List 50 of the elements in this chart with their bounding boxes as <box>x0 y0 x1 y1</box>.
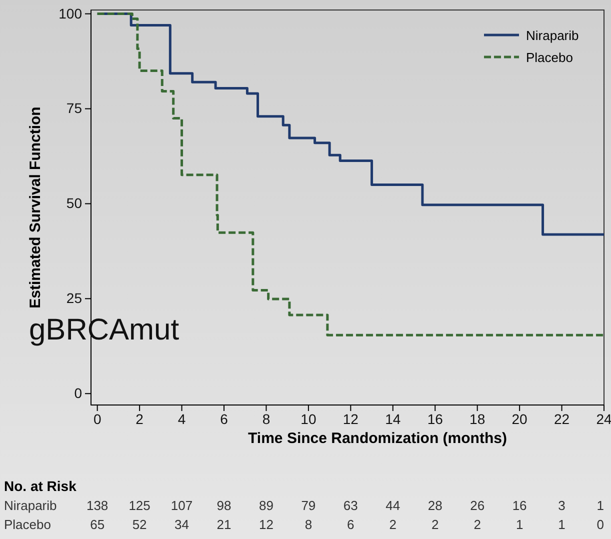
text: 28 <box>428 498 442 513</box>
text: 8 <box>304 517 312 532</box>
text: 6 <box>347 517 354 532</box>
y-tick-label: 50 <box>66 195 82 212</box>
legend-label: Placebo <box>526 50 573 65</box>
text: 0 <box>596 517 604 532</box>
x-tick-label: 4 <box>178 410 186 427</box>
text: 79 <box>301 498 316 513</box>
text: 44 <box>386 498 400 513</box>
text: 1 <box>596 498 604 513</box>
x-tick-label: 0 <box>93 410 102 427</box>
y-tick-label: 100 <box>58 5 82 22</box>
y-tick-label: 0 <box>74 385 82 402</box>
text: 26 <box>470 498 485 513</box>
text: No. at Risk <box>4 478 77 494</box>
x-tick-label: 20 <box>512 410 528 427</box>
x-tick-label: 12 <box>342 410 359 427</box>
x-tick-label: 16 <box>427 410 444 427</box>
text: 107 <box>170 498 193 513</box>
text: 21 <box>216 517 232 532</box>
x-tick-label: 6 <box>220 410 228 427</box>
text: 89 <box>258 498 274 513</box>
y-tick-label: 75 <box>66 100 82 116</box>
text: 16 <box>512 498 527 513</box>
text: 1 <box>516 517 524 532</box>
text: Placebo <box>4 517 51 532</box>
text: 98 <box>216 498 232 513</box>
text: 65 <box>90 517 105 532</box>
text: 34 <box>174 517 190 532</box>
text: 125 <box>128 498 150 513</box>
text: 138 <box>86 498 108 513</box>
x-tick-label: 2 <box>136 410 144 427</box>
text: 2 <box>474 517 481 532</box>
x-tick-label: 22 <box>554 410 570 427</box>
legend-label: Niraparib <box>526 28 579 43</box>
text: 2 <box>389 517 397 532</box>
text: Niraparib <box>4 498 57 513</box>
x-tick-label: 8 <box>262 410 270 427</box>
x-tick-label: 14 <box>385 410 401 427</box>
x-axis-title: Time Since Randomization (months) <box>248 430 507 447</box>
text: 3 <box>558 498 566 513</box>
x-tick-label: 10 <box>300 410 316 427</box>
y-axis-title: Estimated Survival Function <box>27 106 44 308</box>
text: 2 <box>431 517 439 532</box>
text: 52 <box>132 517 147 532</box>
text: 1 <box>558 517 566 532</box>
text: 63 <box>343 498 358 513</box>
x-tick-label: 18 <box>470 410 486 427</box>
text: 12 <box>258 517 274 532</box>
y-tick-label: 25 <box>66 290 82 306</box>
